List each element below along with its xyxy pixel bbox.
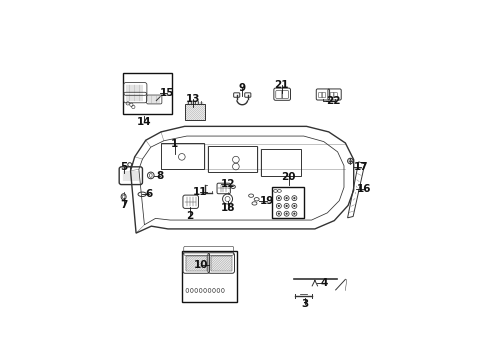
Circle shape [293, 212, 295, 215]
Text: 22: 22 [326, 96, 341, 107]
Text: 5: 5 [121, 162, 128, 172]
Text: 16: 16 [357, 184, 371, 194]
Text: 11: 11 [193, 186, 207, 197]
Text: 17: 17 [354, 162, 369, 172]
Bar [186, 256, 207, 270]
Circle shape [293, 205, 295, 207]
Text: 20: 20 [281, 172, 296, 182]
Circle shape [278, 205, 280, 207]
Text: 14: 14 [137, 117, 152, 127]
Text: 6: 6 [145, 189, 152, 199]
Text: 4: 4 [320, 278, 327, 288]
Circle shape [278, 197, 280, 199]
Text: 19: 19 [260, 196, 274, 206]
Text: 21: 21 [274, 80, 289, 90]
Bar [182, 251, 237, 302]
Circle shape [286, 197, 288, 199]
Text: 18: 18 [220, 203, 235, 213]
Text: 10: 10 [194, 260, 208, 270]
Text: 8: 8 [157, 171, 164, 181]
Text: 3: 3 [301, 299, 309, 309]
Text: 2: 2 [187, 211, 194, 221]
Circle shape [293, 197, 295, 199]
Text: 1: 1 [172, 139, 178, 149]
Bar [272, 187, 304, 219]
Circle shape [286, 212, 288, 215]
Text: 12: 12 [220, 179, 235, 189]
Text: 7: 7 [121, 201, 128, 210]
Text: 15: 15 [160, 87, 174, 98]
Bar [123, 73, 172, 114]
Circle shape [278, 212, 280, 215]
Bar [185, 104, 205, 120]
Bar [211, 256, 232, 270]
Text: 9: 9 [239, 83, 246, 93]
Text: 13: 13 [186, 94, 200, 104]
Circle shape [286, 205, 288, 207]
